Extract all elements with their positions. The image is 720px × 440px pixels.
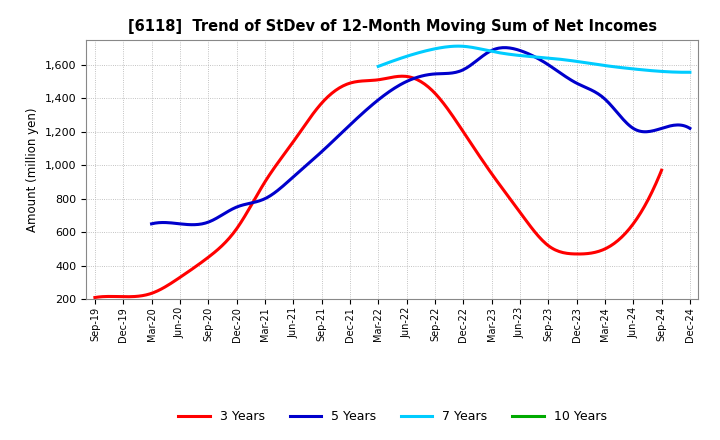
Y-axis label: Amount (million yen): Amount (million yen) — [27, 107, 40, 231]
Title: [6118]  Trend of StDev of 12-Month Moving Sum of Net Incomes: [6118] Trend of StDev of 12-Month Moving… — [128, 19, 657, 34]
Legend: 3 Years, 5 Years, 7 Years, 10 Years: 3 Years, 5 Years, 7 Years, 10 Years — [174, 405, 611, 428]
